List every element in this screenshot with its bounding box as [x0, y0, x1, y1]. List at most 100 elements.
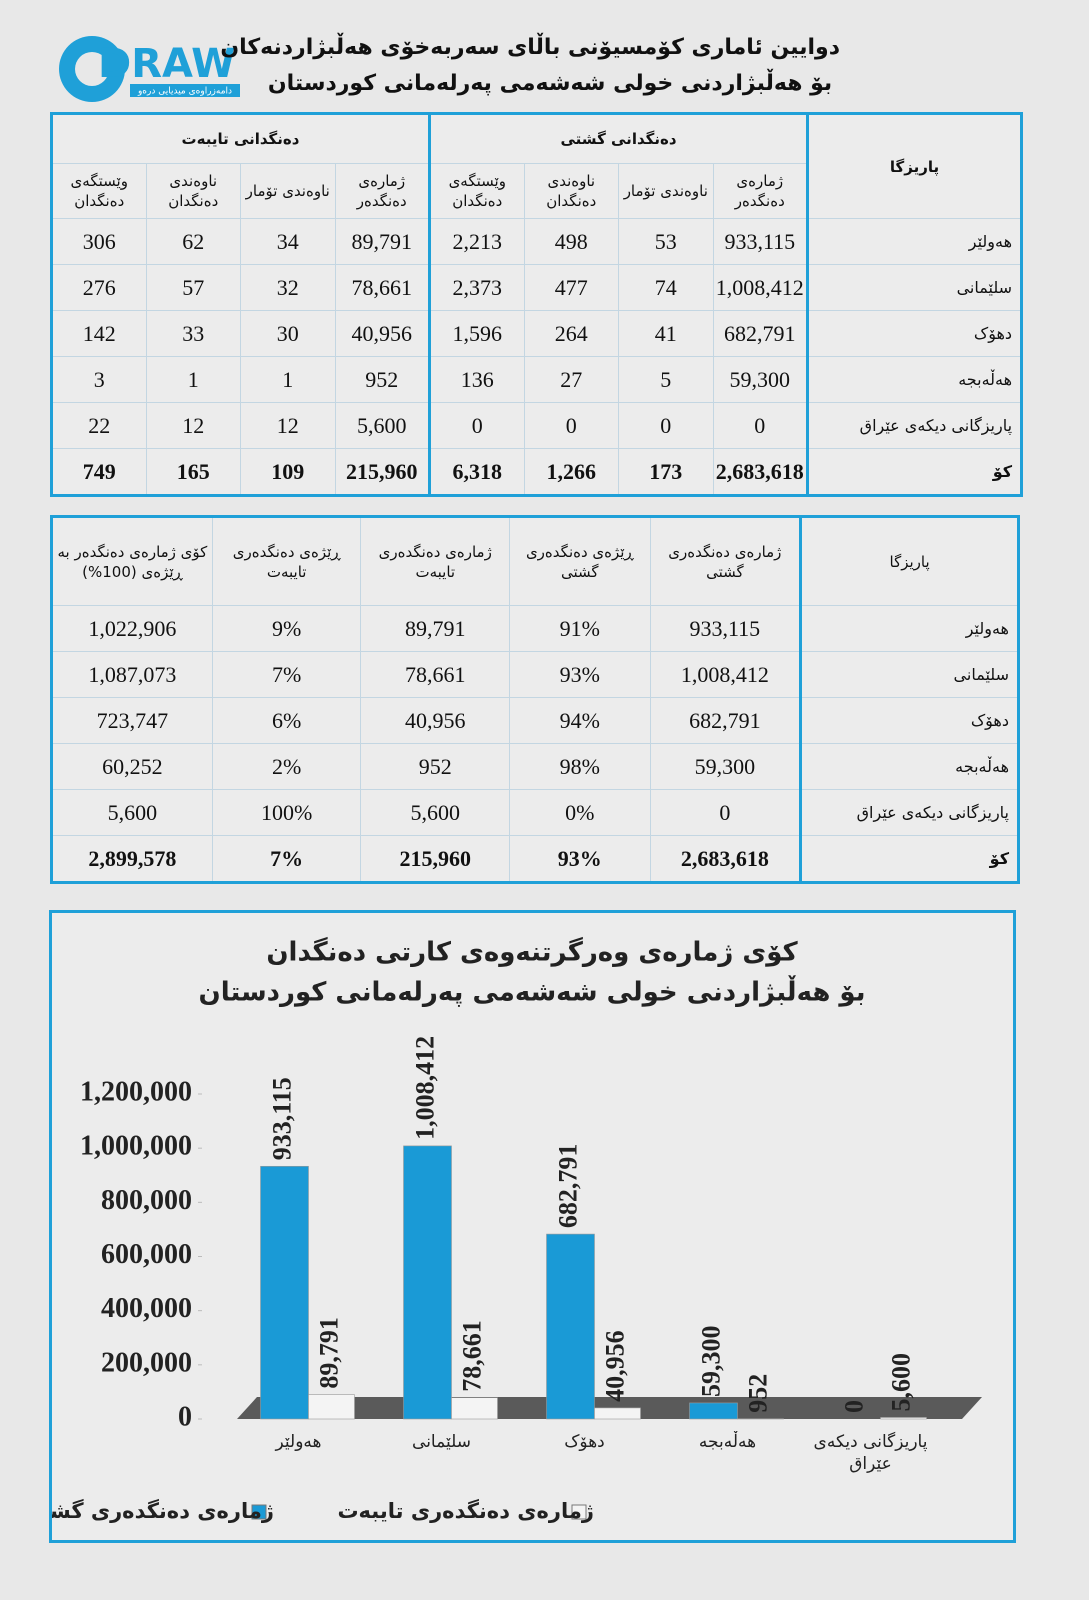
x-tick-label-box: هەڵەبجە — [698, 1432, 757, 1452]
x-tick-label-box: هەولێر — [275, 1432, 322, 1452]
table-cell: 6% — [211, 697, 362, 744]
table-cell: 933,115 — [712, 218, 809, 265]
value-label: 0 — [839, 1400, 868, 1413]
table-cell: 0% — [509, 789, 651, 836]
table-cell: 40,956 — [360, 697, 511, 744]
x-tick-label: هەولێر — [275, 1432, 322, 1452]
title: دوایین ئاماری کۆمسیۆنی باڵای سەربەخۆی هە… — [220, 30, 840, 102]
y-tick-label: 200,000 — [101, 1347, 192, 1378]
table-cell: 1 — [240, 356, 336, 403]
table-cell: 498 — [523, 218, 620, 265]
table-cell: 1,022,906 — [51, 605, 213, 652]
table-cell: 59,300 — [649, 743, 802, 790]
table-cell: 264 — [523, 310, 620, 357]
x-tick-label: دهۆک — [564, 1432, 605, 1452]
chart-title: کۆی ژمارەی وەرگرتنەوەی کارتی دەنگدان — [266, 937, 798, 968]
table-cell: 215,960 — [334, 448, 430, 496]
table-row: کۆ 2,683,618 173 1,266 6,318 215,960 109 165 749 — [51, 448, 1023, 496]
table-cell: پاریزگانی دیکەی عێراق — [799, 789, 1019, 836]
table-cell: سلێمانی — [799, 651, 1019, 698]
logo-subtext: دامەزراوەی میدیایی درەو — [137, 87, 232, 97]
table-cell: 41 — [618, 310, 714, 357]
table-row: هەولێر 933,115 91% 89,791 9% 1,022,906 — [51, 605, 1019, 652]
logo-circle-inner — [75, 52, 109, 86]
table-cell: 1,596 — [428, 310, 525, 357]
table-cell: 100% — [211, 789, 362, 836]
legend-label: ژمارەی دەنگدەری گشتی — [52, 1498, 274, 1523]
header-cell: وێستگەی دەنگدان — [428, 163, 525, 219]
table-cell: 94% — [509, 697, 651, 744]
table-cell: 60,252 — [51, 743, 213, 790]
bar — [451, 1397, 498, 1420]
value-label: 952 — [743, 1374, 772, 1413]
x-tick-label-box: دهۆک — [564, 1432, 605, 1452]
table-cell: 62 — [145, 218, 241, 265]
header-cell: دەنگدانی تایبەت — [51, 113, 430, 164]
y-tick-label: 400,000 — [101, 1293, 192, 1324]
table-cell: 22 — [51, 402, 147, 449]
x-tick-label-box: پاریزگانی دیکەی عێراق — [814, 1432, 928, 1474]
header-cell: وێستگەی دەنگدان — [51, 163, 147, 219]
value-label: 5,600 — [886, 1353, 915, 1412]
value-label: 933,115 — [267, 1077, 296, 1160]
table-cell: هەولێر — [806, 218, 1023, 265]
title-line: دوایین ئاماری کۆمسیۆنی باڵای سەربەخۆی هە… — [220, 35, 840, 60]
table-cell: 3 — [51, 356, 147, 403]
chart-box: کۆی ژمارەی وەرگرتنەوەی کارتی دەنگدان بۆ … — [20, 910, 1016, 1543]
table-cell: 5,600 — [334, 402, 430, 449]
chart-title: بۆ هەڵبژاردنی خولی شەشەمی پەرلەمانی کورد… — [199, 976, 866, 1008]
value-label: 40,956 — [600, 1330, 629, 1402]
table-cell: 276 — [51, 264, 147, 311]
table-cell: 6,318 — [428, 448, 525, 496]
bar — [689, 1402, 738, 1420]
value-label: 682,791 — [553, 1144, 582, 1229]
logo-bar — [130, 84, 240, 97]
x-tick-label-box: سلێمانی — [412, 1432, 471, 1452]
table-cell: 9% — [211, 605, 362, 652]
logo-text: DRAW — [98, 41, 235, 87]
bar — [403, 1145, 452, 1420]
table-cell: 1,266 — [523, 448, 620, 496]
table-cell: 2,213 — [428, 218, 525, 265]
y-tick-label: 600,000 — [101, 1239, 192, 1270]
votes-table: پاریزگا دەنگدانی گشتی دەنگدانی تایبەت ژمارە… — [50, 112, 1024, 497]
table-cell: 93% — [509, 651, 651, 698]
table-cell: 1 — [145, 356, 241, 403]
table-row: دهۆک 682,791 94% 40,956 6% 723,747 — [51, 697, 1019, 744]
table-cell: 59,300 — [712, 356, 809, 403]
table-cell: پاریزگانی دیکەی عێراق — [806, 402, 1023, 449]
y-tick-label: 800,000 — [101, 1185, 192, 1216]
table-cell: 723,747 — [51, 697, 213, 744]
table-cell: 2,899,578 — [51, 835, 213, 883]
chart: کۆی ژمارەی وەرگرتنەوەی کارتی دەنگدان بۆ … — [20, 937, 982, 1523]
table-cell: 0 — [618, 402, 714, 449]
table-cell: دهۆک — [806, 310, 1023, 357]
x-tick-label: هەڵەبجە — [698, 1432, 757, 1452]
table-cell: کۆ — [806, 448, 1023, 496]
table-cell: 91% — [509, 605, 651, 652]
table-row: سلێمانی 1,008,412 74 477 2,373 78,661 32 57 276 — [51, 264, 1023, 311]
header-cell: ڕێژەی دەنگدەری گشتی — [509, 516, 651, 606]
table-row: پاریزگانی دیکەی عێراق 0 0% 5,600 100% 5,600 — [51, 789, 1019, 836]
logo: DRAW دامەزراوەی میدیایی درەو — [59, 36, 240, 102]
table-cell: 40,956 — [334, 310, 430, 357]
table-cell: 1,008,412 — [649, 651, 802, 698]
value-label: 59,300 — [696, 1325, 725, 1397]
header-cell: کۆی ژمارەی دەنگدەر بە ڕێژەی (100%) — [51, 516, 213, 606]
table-cell: هەڵەبجە — [806, 356, 1023, 403]
header-cell: ژمارەی دەنگدەری تایبەت — [360, 516, 511, 606]
table-cell: سلێمانی — [806, 264, 1023, 311]
table-cell: 74 — [618, 264, 714, 311]
bar — [546, 1233, 595, 1420]
y-tick-label: 1,000,000 — [80, 1131, 192, 1162]
table-cell: 7% — [211, 651, 362, 698]
table-cell: 27 — [523, 356, 620, 403]
table-cell: 952 — [360, 743, 511, 790]
table-cell: 165 — [145, 448, 241, 496]
table-row: هەولێر 933,115 53 498 2,213 89,791 34 62 306 — [51, 218, 1023, 265]
table-cell: 78,661 — [360, 651, 511, 698]
table-cell: 215,960 — [360, 835, 511, 883]
table-cell: 89,791 — [360, 605, 511, 652]
table-cell: 2,683,618 — [712, 448, 809, 496]
